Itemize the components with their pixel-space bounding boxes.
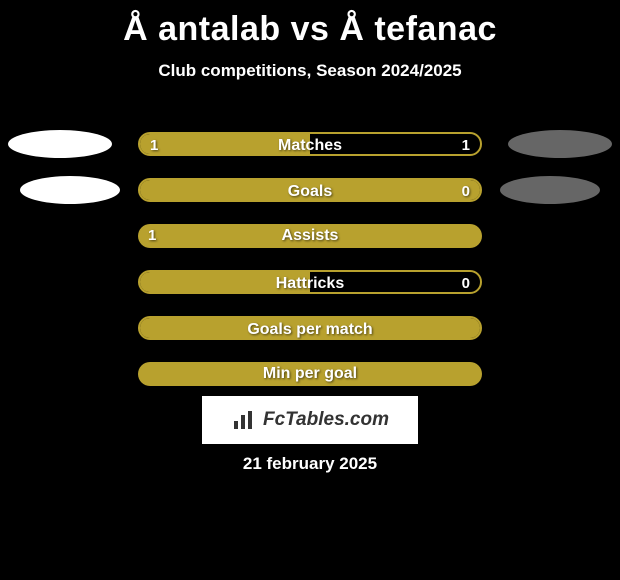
watermark-text: FcTables.com [263, 409, 389, 431]
stat-value-right: 0 [462, 180, 470, 200]
ellipse-left [20, 176, 120, 204]
date-label: 21 february 2025 [0, 454, 620, 474]
stat-value-right: 1 [462, 134, 470, 154]
page-subtitle: Club competitions, Season 2024/2025 [0, 61, 620, 81]
stat-row: Goals per match [0, 305, 620, 351]
stat-row: Hattricks0 [0, 259, 620, 305]
stat-bar-fill [138, 362, 482, 386]
stat-value-right: 0 [462, 272, 470, 292]
stat-bar-fill [138, 224, 482, 248]
watermark-icon [231, 407, 257, 433]
stat-value-left: 1 [150, 134, 158, 154]
stat-value-left: 1 [148, 224, 156, 248]
stat-bar: Assists1 [138, 224, 482, 248]
stat-row: Matches11 [0, 121, 620, 167]
stat-bar-fill [140, 318, 480, 338]
stat-row: Assists1 [0, 213, 620, 259]
page-title: Å antalab vs Å tefanac [0, 0, 620, 49]
stats-rows: Matches11Goals0Assists1Hattricks0Goals p… [0, 121, 620, 397]
stat-bar: Matches11 [138, 132, 482, 156]
stat-bar: Goals per match [138, 316, 482, 340]
ellipse-right [508, 130, 612, 158]
stat-bar: Hattricks0 [138, 270, 482, 294]
ellipse-right [500, 176, 600, 204]
stat-bar-fill [140, 134, 310, 154]
stat-bar: Goals0 [138, 178, 482, 202]
stat-bar-fill [140, 180, 480, 200]
stat-row: Goals0 [0, 167, 620, 213]
watermark: FcTables.com [202, 396, 418, 444]
chart-container: Å antalab vs Å tefanac Club competitions… [0, 0, 620, 580]
stat-row: Min per goal [0, 351, 620, 397]
ellipse-left [8, 130, 112, 158]
stat-bar-fill [140, 272, 310, 292]
stat-bar: Min per goal [138, 362, 482, 386]
